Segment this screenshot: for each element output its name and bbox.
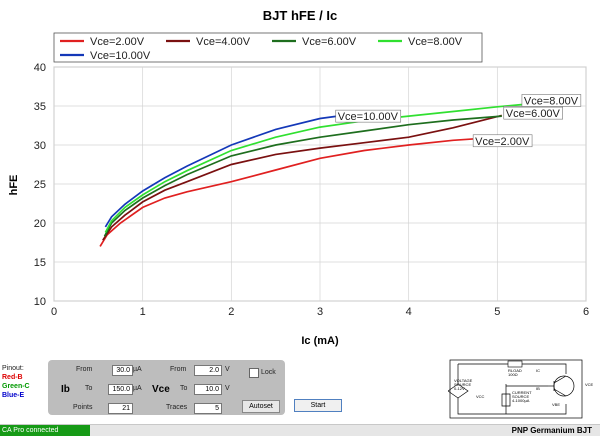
pinout-legend: Pinout: Red-B Green-C Blue-E <box>2 364 30 400</box>
svg-text:Vce=2.00V: Vce=2.00V <box>475 136 530 148</box>
x-axis-label: Ic (mA) <box>301 335 339 347</box>
chart-title: BJT hFE / Ic <box>263 8 337 23</box>
rload-label: RLOAD <box>508 368 522 373</box>
voltage-source-line-3: 0-12V <box>454 386 465 391</box>
series-end-label-1: Vce=2.00V <box>472 134 533 148</box>
traces-input[interactable]: 5 <box>194 403 222 414</box>
x-tick-label: 4 <box>406 306 412 318</box>
svg-text:Vce=6.00V: Vce=6.00V <box>506 108 561 120</box>
vce-to-input[interactable]: 10.0 <box>194 384 222 395</box>
x-tick-label: 0 <box>51 306 57 318</box>
vce-to-label: To <box>180 385 188 392</box>
points-input[interactable]: 21 <box>108 403 133 414</box>
y-tick-label: 40 <box>34 62 46 74</box>
voltage-source-line-1: VOLTAGE <box>454 378 473 383</box>
vce-from-unit: V <box>225 366 230 373</box>
vcc-label: VCC <box>476 394 485 399</box>
vce-to-unit: V <box>225 385 230 392</box>
svg-text:Vce=8.00V: Vce=8.00V <box>524 95 579 107</box>
series-line-3 <box>103 115 502 237</box>
y-tick-label: 15 <box>34 257 46 269</box>
ib-to-label: To <box>85 385 93 392</box>
series-line-4 <box>104 103 524 233</box>
series-line-5 <box>104 115 338 228</box>
y-axis-label: hFE <box>8 175 20 196</box>
legend-entry-5: Vce=10.00V <box>90 50 151 62</box>
legend-entry-3: Vce=6.00V <box>302 36 357 48</box>
x-tick-label: 2 <box>228 306 234 318</box>
ib-to-unit: µA <box>133 385 142 392</box>
pinout-title: Pinout: <box>2 365 24 372</box>
ib-to-input[interactable]: 150.0 <box>108 384 133 395</box>
current-source-line-3: 4-1000µA <box>512 398 530 403</box>
legend-entry-4: Vce=8.00V <box>408 36 463 48</box>
points-label: Points <box>73 404 93 411</box>
vce-from-input[interactable]: 2.0 <box>194 365 222 376</box>
ib-circuit-label: IB <box>536 386 540 391</box>
current-source-line-2: SOURCE <box>512 394 529 399</box>
hfe-chart: BJT hFE / Ic Vce=2.00V Vce=4.00V Vce=6.00V… <box>8 8 589 347</box>
series-line-1 <box>99 137 476 247</box>
pin-emitter: Blue-E <box>2 392 25 399</box>
current-source-line-1: CURRENT <box>512 390 532 395</box>
lock-checkbox[interactable] <box>249 368 259 378</box>
status-bar: CA Pro connected PNP Germanium BJT <box>0 424 600 436</box>
vce-label: Vce <box>152 384 170 395</box>
y-tick-label: 35 <box>34 101 46 113</box>
ib-from-unit: µA <box>133 366 142 373</box>
vce-circuit-label: VCE <box>585 382 594 387</box>
ib-label: Ib <box>61 384 70 395</box>
ib-from-input[interactable]: 30.0 <box>112 365 133 376</box>
rload-value: 100Ω <box>508 372 518 377</box>
traces-label: Traces <box>166 404 188 411</box>
sweep-controls-panel: From 30.0 µA Ib To 150.0 µA Points 21 Fr… <box>48 360 285 415</box>
x-tick-label: 6 <box>583 306 589 318</box>
lock-label: Lock <box>261 369 276 376</box>
circuit-diagram: VOLTAGE SOURCE 0-12V VCC CURRENT SOURCE … <box>448 359 594 419</box>
series-end-label-5: Vce=10.00V <box>335 109 402 123</box>
y-tick-label: 30 <box>34 140 46 152</box>
device-type: PNP Germanium BJT <box>511 426 592 435</box>
autoset-button[interactable]: Autoset <box>242 400 280 413</box>
x-tick-label: 5 <box>494 306 500 318</box>
series-end-label-3: Vce=6.00V <box>503 106 563 120</box>
pin-base: Red-B <box>2 374 23 381</box>
connection-status: CA Pro connected <box>0 425 90 436</box>
svg-text:Vce=10.00V: Vce=10.00V <box>338 111 399 123</box>
ic-label: IC <box>536 368 540 373</box>
x-tick-label: 1 <box>140 306 146 318</box>
legend-entry-1: Vce=2.00V <box>90 36 145 48</box>
pin-collector: Green-C <box>2 383 30 390</box>
y-tick-label: 10 <box>34 296 46 308</box>
y-tick-label: 20 <box>34 218 46 230</box>
start-button[interactable]: Start <box>294 399 342 412</box>
chart-legend: Vce=2.00V Vce=4.00V Vce=6.00V Vce=8.00V Vce=… <box>53 32 483 63</box>
y-tick-label: 25 <box>34 179 46 191</box>
voltage-source-line-2: SOURCE <box>454 382 471 387</box>
series-line-2 <box>102 114 503 241</box>
series-end-label-4: Vce=8.00V <box>521 94 582 107</box>
legend-entry-2: Vce=4.00V <box>196 36 251 48</box>
vbe-label: VBE <box>552 402 560 407</box>
ib-from-label: From <box>76 366 93 373</box>
vce-from-label: From <box>170 366 187 373</box>
x-tick-label: 3 <box>317 306 323 318</box>
